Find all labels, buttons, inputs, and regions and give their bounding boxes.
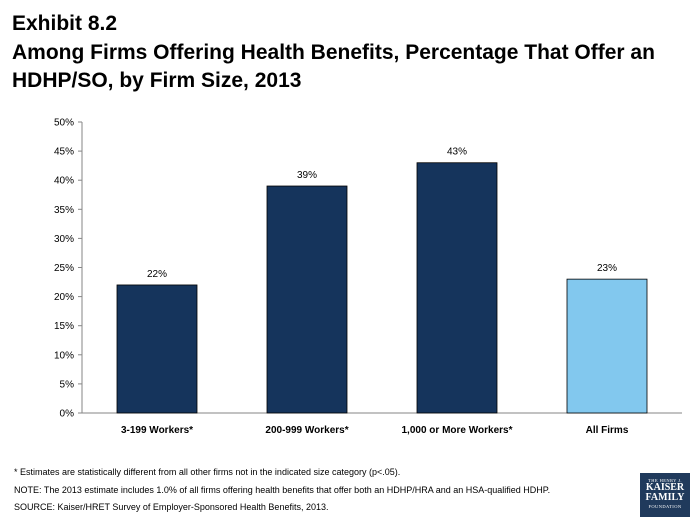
data-label: 39% bbox=[297, 170, 317, 181]
bar bbox=[417, 163, 497, 413]
y-tick-label: 15% bbox=[54, 321, 74, 332]
category-label: All Firms bbox=[586, 425, 629, 436]
y-tick-label: 25% bbox=[54, 263, 74, 274]
y-tick-label: 30% bbox=[54, 234, 74, 245]
y-tick-label: 35% bbox=[54, 205, 74, 216]
bar bbox=[117, 285, 197, 413]
bar bbox=[567, 279, 647, 413]
data-label: 23% bbox=[597, 263, 617, 274]
kff-logo: THE HENRY J. KAISER FAMILY FOUNDATION bbox=[640, 473, 690, 517]
bar-chart: 0% 5% 10% 15% 20% 25% 30% 35% 40% 45% 50% 22% 3-199 … bbox=[0, 0, 698, 460]
estimate-note: NOTE: The 2013 estimate includes 1.0% of… bbox=[14, 482, 634, 500]
y-tick-label: 20% bbox=[54, 292, 74, 303]
footnotes: * Estimates are statistically different … bbox=[14, 464, 634, 517]
y-tick-label: 10% bbox=[54, 350, 74, 361]
significance-note: * Estimates are statistically different … bbox=[14, 464, 634, 482]
y-tick-label: 40% bbox=[54, 176, 74, 187]
y-tick-label: 45% bbox=[54, 147, 74, 158]
y-tick-label: 50% bbox=[54, 118, 74, 129]
category-label: 3-199 Workers* bbox=[121, 425, 193, 436]
data-label: 22% bbox=[147, 269, 167, 280]
bar bbox=[267, 186, 347, 413]
data-label: 43% bbox=[447, 147, 467, 158]
category-label: 1,000 or More Workers* bbox=[402, 425, 513, 436]
y-tick-label: 0% bbox=[60, 409, 75, 420]
source-note: SOURCE: Kaiser/HRET Survey of Employer-S… bbox=[14, 499, 634, 517]
y-tick-label: 5% bbox=[60, 379, 75, 390]
category-label: 200-999 Workers* bbox=[265, 425, 348, 436]
